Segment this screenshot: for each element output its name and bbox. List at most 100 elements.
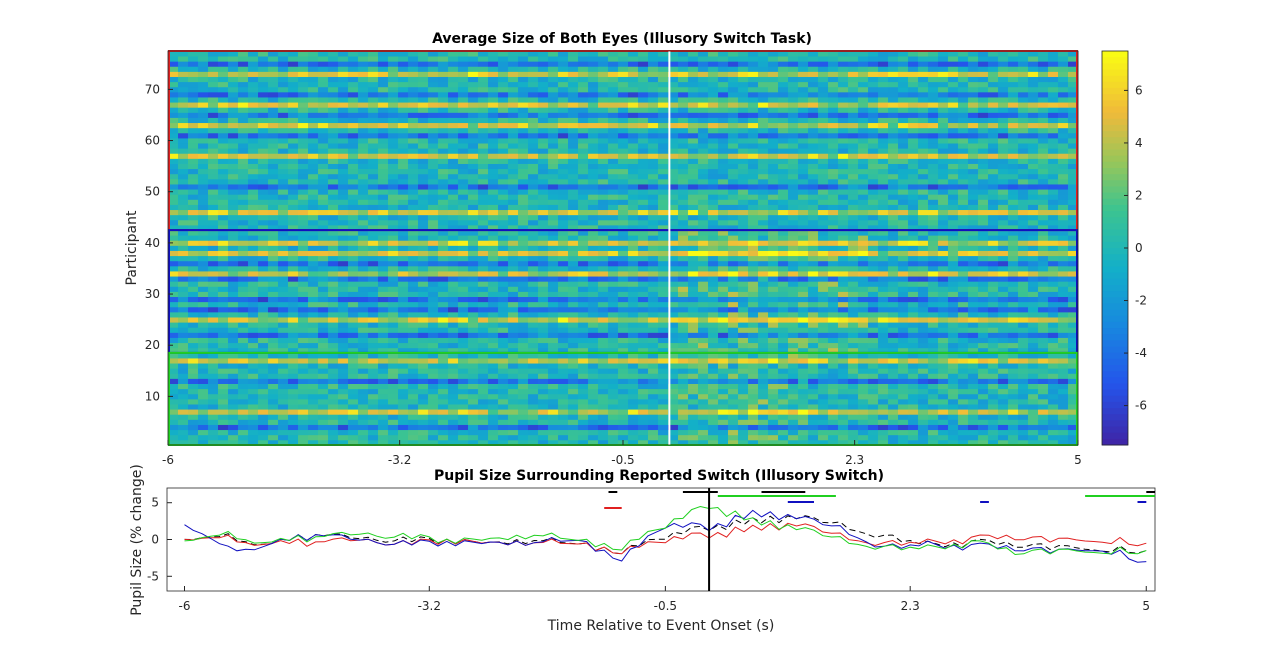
heatmap-cell [288, 260, 299, 267]
heatmap-cell [588, 306, 599, 313]
heatmap-cell [368, 281, 379, 287]
heatmap-cell [588, 281, 599, 287]
heatmap-cell [208, 291, 219, 298]
heatmap-cell [838, 301, 849, 308]
heatmap-cell [888, 240, 899, 246]
heatmap-cell [698, 337, 709, 344]
heatmap-cell [1048, 373, 1059, 379]
heatmap-cell [648, 260, 659, 267]
heatmap-cell [958, 276, 969, 282]
heatmap-cell [728, 404, 739, 410]
heatmap-cell [348, 301, 359, 308]
heatmap-cell [518, 184, 529, 190]
heatmap-cell [248, 224, 259, 231]
heatmap-cell [908, 358, 919, 364]
heatmap-cell [838, 429, 849, 436]
heatmap-cell [428, 194, 439, 200]
heatmap-cell [918, 265, 929, 272]
heatmap-cell [488, 301, 499, 308]
heatmap-cell [468, 199, 479, 205]
heatmap-cell [178, 306, 189, 313]
heatmap-cell [338, 409, 349, 415]
heatmap-cell [368, 419, 379, 425]
heatmap-cell [528, 388, 539, 395]
heatmap-cell [268, 388, 279, 395]
heatmap-cell [318, 414, 329, 420]
heatmap-cell [978, 224, 989, 231]
heatmap-cell [718, 398, 729, 405]
heatmap-cell [188, 265, 199, 272]
heatmap-cell [628, 368, 639, 374]
heatmap-cell [188, 383, 199, 390]
heatmap-cell [738, 378, 749, 384]
heatmap-cell [538, 240, 549, 246]
heatmap-cell [768, 414, 779, 420]
heatmap-cell [168, 352, 179, 359]
heatmap-cell [848, 378, 859, 384]
heatmap-cell [1058, 393, 1069, 400]
heatmap-cell [798, 347, 809, 354]
heatmap-cell [558, 230, 569, 236]
heatmap-cell [968, 358, 979, 364]
heatmap-cell [1048, 342, 1059, 349]
heatmap-cell [948, 163, 959, 170]
heatmap-cell [528, 306, 539, 313]
heatmap-cell [908, 240, 919, 246]
heatmap-cell [578, 393, 589, 400]
heatmap-cell [578, 173, 589, 180]
heatmap-cell [198, 301, 209, 308]
heatmap-cell [588, 414, 599, 420]
heatmap-cell [928, 388, 939, 395]
heatmap-cell [318, 306, 329, 313]
heatmap-cell [378, 434, 389, 441]
heatmap-cell [1038, 184, 1049, 190]
heatmap-cell [1068, 419, 1079, 425]
heatmap-cell [198, 291, 209, 298]
heatmap-cell [818, 337, 829, 344]
heatmap-cell [1028, 173, 1039, 180]
heatmap-cell [258, 189, 269, 195]
heatmap-cell [518, 168, 529, 175]
heatmap-cell [188, 388, 199, 395]
heatmap-cell [388, 173, 399, 180]
heatmap-cell [1018, 214, 1029, 221]
heatmap-cell [1018, 260, 1029, 267]
heatmap-cell [708, 429, 719, 436]
heatmap-cell [808, 429, 819, 436]
heatmap-cell [938, 358, 949, 364]
heatmap-cell [438, 439, 449, 446]
heatmap-cell [408, 163, 419, 170]
heatmap-cell [368, 255, 379, 262]
heatmap-cell [338, 419, 349, 425]
heatmap-cell [758, 327, 769, 333]
heatmap-cell [178, 327, 189, 333]
heatmap-cell [308, 291, 319, 298]
heatmap-cell [598, 419, 609, 425]
heatmap-cell [858, 230, 869, 236]
heatmap-cell [458, 271, 469, 277]
heatmap-cell [378, 311, 389, 318]
heatmap-cell [558, 189, 569, 195]
heatmap-cell [958, 194, 969, 200]
heatmap-cell [388, 342, 399, 349]
heatmap-cell [768, 327, 779, 333]
heatmap-cell [908, 245, 919, 251]
heatmap-cell [258, 245, 269, 251]
heatmap-cell [418, 419, 429, 425]
heatmap-cell [398, 199, 409, 205]
heatmap-cell [1008, 291, 1019, 298]
heatmap-cell [808, 255, 819, 262]
heatmap-cell [428, 393, 439, 400]
heatmap-cell [578, 363, 589, 369]
heatmap-cell [798, 352, 809, 359]
heatmap-cell [568, 327, 579, 333]
heatmap-cell [1028, 434, 1039, 441]
heatmap-cell [218, 219, 229, 226]
heatmap-cell [448, 383, 459, 390]
heatmap-cell [938, 301, 949, 308]
heatmap-cell [968, 337, 979, 344]
heatmap-cell [268, 230, 279, 236]
heatmap-cell [908, 363, 919, 369]
heatmap-cell [658, 260, 669, 267]
heatmap-cell [738, 358, 749, 364]
